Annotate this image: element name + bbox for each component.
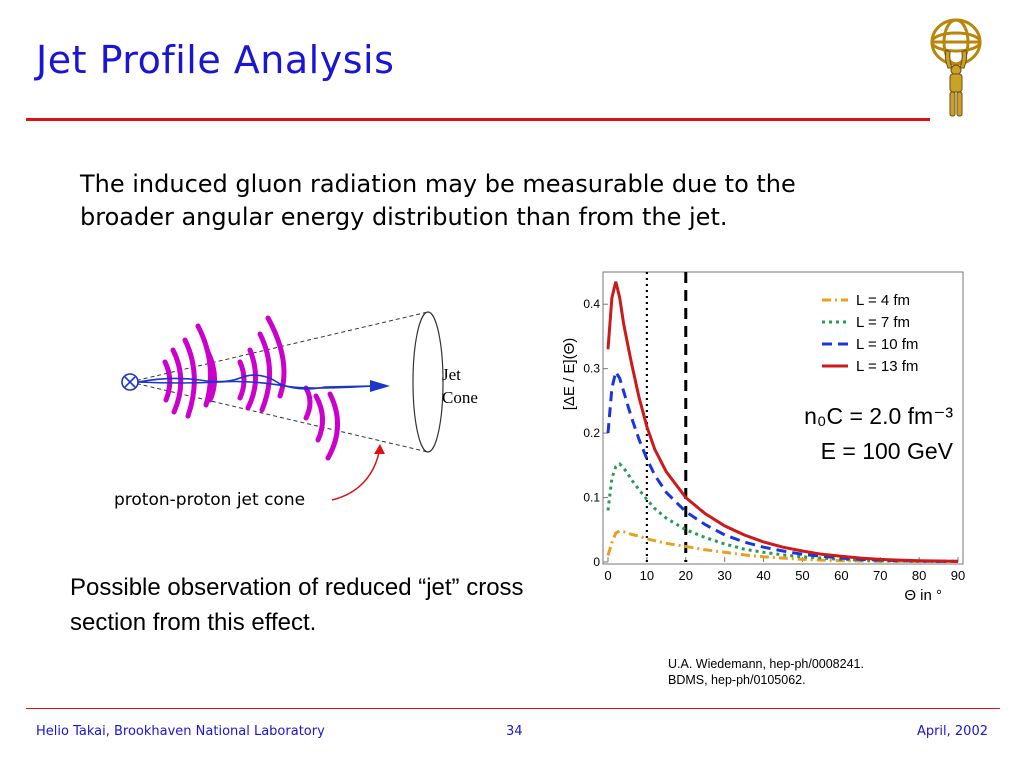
reference-wiedemann: U.A. Wiedemann, hep-ph/0008241.: [668, 657, 864, 671]
x-tick-label: 70: [873, 568, 887, 583]
x-tick-label: 0: [604, 568, 611, 583]
cone-label-jet: Jet: [442, 365, 461, 384]
jet-track: [137, 374, 373, 390]
footer-date: April, 2002: [916, 724, 988, 739]
x-tick-label: 20: [679, 568, 693, 583]
y-tick-label: 0: [593, 555, 600, 569]
y-tick-label: 0.2: [583, 426, 600, 440]
annotation-energy: E = 100 GeV: [821, 438, 954, 464]
cone-outline: [129, 311, 429, 453]
caption-pointer-arrow: [331, 447, 381, 501]
atlas-logo: [930, 18, 982, 117]
y-tick-label: 0.3: [583, 362, 600, 376]
annotation-density: n₀C = 2.0 fm⁻³: [804, 403, 953, 429]
x-tick-label: 60: [834, 568, 848, 583]
legend-label: L = 4 fm: [856, 292, 910, 309]
page-number: 34: [506, 724, 523, 739]
references: U.A. Wiedemann, hep-ph/0008241. BDMS, he…: [668, 656, 864, 688]
collision-point-icon: [121, 373, 139, 391]
plot-frame: [602, 271, 964, 565]
y-axis-label: [ΔE / E](Θ): [561, 338, 578, 411]
x-tick-label: 40: [756, 568, 770, 583]
x-tick-label: 10: [640, 568, 654, 583]
cone-label-cone: Cone: [442, 388, 478, 407]
legend-label: L = 7 fm: [856, 314, 910, 331]
intro-text: The induced gluon radiation may be measu…: [80, 170, 796, 231]
reference-bdms: BDMS, hep-ph/0105062.: [668, 673, 806, 687]
chart-legend: L = 4 fm L = 7 fm L = 10 fm L = 13 fm: [822, 292, 918, 375]
y-tick-label: 0.1: [583, 491, 600, 505]
cone-ellipse: [412, 311, 444, 453]
x-tick-label: 80: [912, 568, 926, 583]
footer-divider: [26, 708, 1000, 709]
legend-label: L = 10 fm: [856, 336, 918, 353]
legend-label: L = 13 fm: [856, 358, 918, 375]
x-tick-label: 30: [717, 568, 731, 583]
energy-distribution-chart: 0 10 20 30 40 50 60 70 80 90 0 0.1 0.2 0.3 0.4 [ΔE / E…: [561, 271, 965, 604]
gluon-radiation-arcs: [162, 315, 341, 461]
series-line-3: [606, 368, 958, 563]
x-tick-label: 90: [951, 568, 965, 583]
footer-author: Helio Takai, Brookhaven National Laborat…: [36, 724, 325, 739]
title-divider: [26, 118, 930, 121]
x-tick-label: 50: [795, 568, 809, 583]
caption-pointer-arrowhead: [374, 444, 385, 454]
x-axis-label: Θ in °: [904, 587, 942, 604]
jet-cone-diagram: Jet Cone: [121, 311, 478, 501]
jet-cone-caption: proton-proton jet cone: [114, 490, 306, 510]
series-line-4: [606, 281, 959, 563]
observation-text: Possible observation of reduced “jet” cr…: [70, 574, 524, 636]
slide-title: Jet Profile Analysis: [36, 38, 395, 82]
jet-arrow-icon: [370, 380, 390, 392]
y-tick-label: 0.4: [583, 297, 600, 311]
